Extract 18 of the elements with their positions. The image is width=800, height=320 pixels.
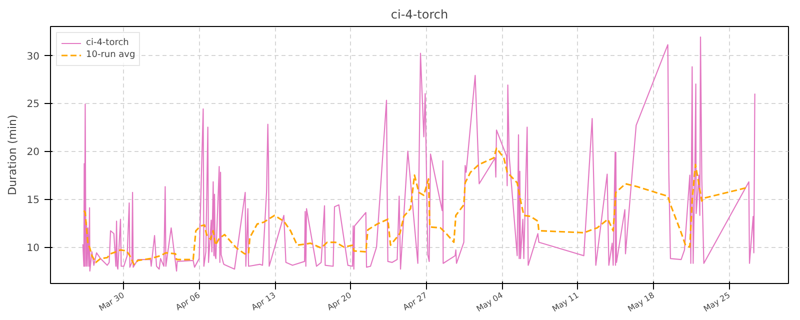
x-tick-label: May 18: [626, 290, 656, 314]
y-tick-label: 25: [26, 99, 40, 110]
legend-label: 10-run avg: [86, 49, 136, 61]
y-tick-label: 20: [26, 147, 40, 158]
chart-title: ci-4-torch: [390, 8, 448, 22]
x-tick-label: May 04: [474, 290, 505, 314]
y-tick-label: 15: [26, 195, 40, 206]
x-tick-label: May 25: [702, 290, 732, 314]
x-tick-label: Apr 06: [174, 290, 202, 312]
x-tick-label: Mar 30: [97, 290, 126, 313]
x-tick-label: Apr 27: [401, 290, 429, 312]
y-axis-title: Duration (min): [6, 114, 19, 196]
x-tick-label: Apr 20: [326, 290, 354, 312]
y-tick-label: 30: [26, 51, 40, 62]
x-tick-label: May 11: [550, 290, 580, 314]
x-tick-label: Apr 13: [250, 290, 278, 312]
legend-label: ci-4-torch: [86, 37, 129, 49]
y-tick-label: 10: [26, 243, 40, 254]
